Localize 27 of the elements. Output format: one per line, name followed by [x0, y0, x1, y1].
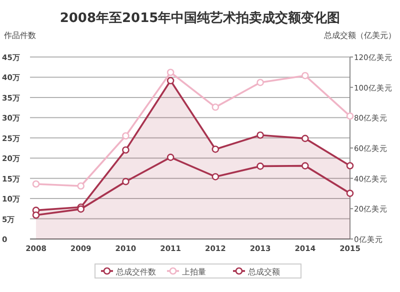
point [346, 112, 354, 120]
point [256, 78, 264, 86]
legend-label: 总成交额 [247, 268, 280, 276]
point [212, 104, 220, 111]
point [122, 132, 130, 140]
point [346, 162, 354, 170]
point [212, 146, 220, 153]
legend-label: 总成交件数 [115, 268, 156, 276]
point [166, 68, 174, 76]
point [122, 146, 130, 154]
point [122, 178, 130, 186]
point [256, 162, 264, 170]
y2-axis-title: 总成交额（亿美元） [323, 31, 396, 40]
chart-title: 2008年至2015年中国纯艺术拍卖成交额变化图 [60, 10, 340, 26]
point [301, 72, 309, 80]
legend-label: 上拍量 [182, 268, 206, 276]
point [166, 154, 174, 161]
y-axis-title: 作品件数 [3, 31, 36, 40]
point [301, 134, 309, 142]
point [166, 77, 174, 84]
point [212, 173, 220, 180]
point [346, 190, 354, 197]
point [77, 182, 85, 190]
point [301, 162, 309, 170]
point [256, 131, 264, 139]
point [32, 211, 40, 219]
point [32, 180, 40, 188]
